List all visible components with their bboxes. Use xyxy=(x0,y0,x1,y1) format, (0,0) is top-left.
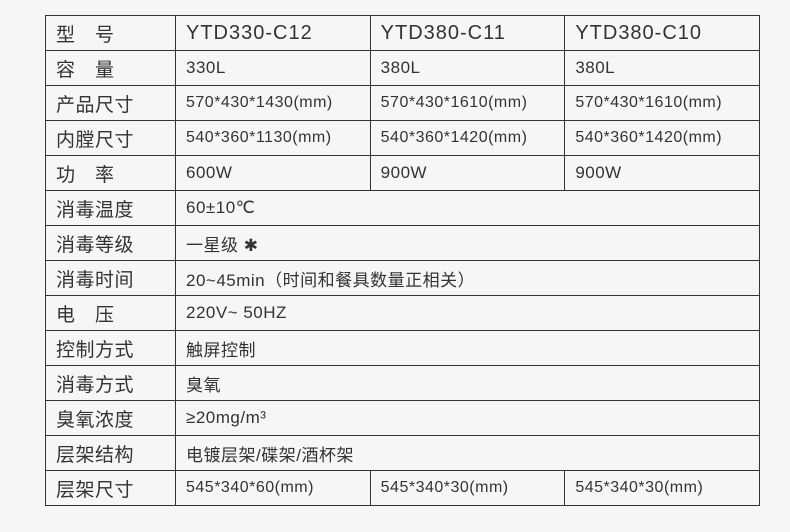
row-capacity: 容 量 330L 380L 380L xyxy=(46,51,760,86)
row-sterilize-time: 消毒时间 20~45min（时间和餐具数量正相关） xyxy=(46,261,760,296)
row-rack-structure: 层架结构 电镀层架/碟架/酒杯架 xyxy=(46,436,760,471)
row-rack-size: 层架尺寸 545*340*60(mm) 545*340*30(mm) 545*3… xyxy=(46,471,760,506)
model-c12: YTD330-C12 xyxy=(176,16,371,51)
label-inner-size: 内膛尺寸 xyxy=(46,121,176,156)
inner-size-c10: 540*360*1420(mm) xyxy=(565,121,760,156)
row-product-size: 产品尺寸 570*430*1430(mm) 570*430*1610(mm) 5… xyxy=(46,86,760,121)
rack-size-c: 545*340*30(mm) xyxy=(565,471,760,506)
model-c10: YTD380-C10 xyxy=(565,16,760,51)
sterilize-temp: 60±10℃ xyxy=(176,191,760,226)
voltage: 220V~ 50HZ xyxy=(176,296,760,331)
product-size-c12: 570*430*1430(mm) xyxy=(176,86,371,121)
label-rack-structure: 层架结构 xyxy=(46,436,176,471)
rack-size-b: 545*340*30(mm) xyxy=(370,471,565,506)
control: 触屏控制 xyxy=(176,331,760,366)
capacity-c10: 380L xyxy=(565,51,760,86)
spec-table: 型 号 YTD330-C12 YTD380-C11 YTD380-C10 容 量… xyxy=(45,15,760,506)
label-capacity: 容 量 xyxy=(46,51,176,86)
label-product-size: 产品尺寸 xyxy=(46,86,176,121)
label-power: 功 率 xyxy=(46,156,176,191)
label-voltage: 电 压 xyxy=(46,296,176,331)
ozone: ≥20mg/m³ xyxy=(176,401,760,436)
sterilize-method: 臭氧 xyxy=(176,366,760,401)
inner-size-c12: 540*360*1130(mm) xyxy=(176,121,371,156)
row-sterilize-level: 消毒等级 一星级 ✱ xyxy=(46,226,760,261)
row-sterilize-method: 消毒方式 臭氧 xyxy=(46,366,760,401)
power-c12: 600W xyxy=(176,156,371,191)
power-c11: 900W xyxy=(370,156,565,191)
label-sterilize-temp: 消毒温度 xyxy=(46,191,176,226)
label-rack-size: 层架尺寸 xyxy=(46,471,176,506)
row-sterilize-temp: 消毒温度 60±10℃ xyxy=(46,191,760,226)
rack-size-a: 545*340*60(mm) xyxy=(176,471,371,506)
label-sterilize-level: 消毒等级 xyxy=(46,226,176,261)
capacity-c12: 330L xyxy=(176,51,371,86)
sterilize-level: 一星级 ✱ xyxy=(176,226,760,261)
inner-size-c11: 540*360*1420(mm) xyxy=(370,121,565,156)
product-size-c10: 570*430*1610(mm) xyxy=(565,86,760,121)
label-sterilize-time: 消毒时间 xyxy=(46,261,176,296)
product-size-c11: 570*430*1610(mm) xyxy=(370,86,565,121)
label-ozone: 臭氧浓度 xyxy=(46,401,176,436)
label-control: 控制方式 xyxy=(46,331,176,366)
model-c11: YTD380-C11 xyxy=(370,16,565,51)
row-inner-size: 内膛尺寸 540*360*1130(mm) 540*360*1420(mm) 5… xyxy=(46,121,760,156)
row-power: 功 率 600W 900W 900W xyxy=(46,156,760,191)
row-voltage: 电 压 220V~ 50HZ xyxy=(46,296,760,331)
power-c10: 900W xyxy=(565,156,760,191)
label-model: 型 号 xyxy=(46,16,176,51)
row-model: 型 号 YTD330-C12 YTD380-C11 YTD380-C10 xyxy=(46,16,760,51)
capacity-c11: 380L xyxy=(370,51,565,86)
sterilize-time: 20~45min（时间和餐具数量正相关） xyxy=(176,261,760,296)
row-ozone: 臭氧浓度 ≥20mg/m³ xyxy=(46,401,760,436)
label-sterilize-method: 消毒方式 xyxy=(46,366,176,401)
row-control: 控制方式 触屏控制 xyxy=(46,331,760,366)
rack-structure: 电镀层架/碟架/酒杯架 xyxy=(176,436,760,471)
